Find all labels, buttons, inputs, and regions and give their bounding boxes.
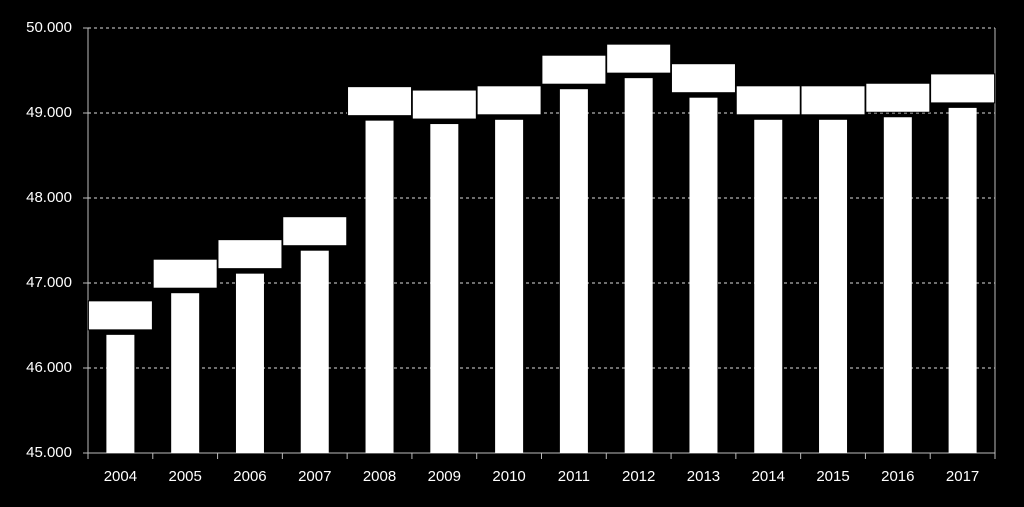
label-box [930, 73, 996, 104]
label-box [152, 258, 218, 289]
label-box [541, 54, 607, 85]
x-tick-label: 2009 [428, 468, 461, 485]
x-tick-label: 2010 [492, 468, 525, 485]
label-box [411, 89, 477, 120]
label-box [87, 300, 153, 331]
x-tick-label: 2017 [946, 468, 979, 485]
label-box [282, 216, 348, 247]
x-tick-label: 2013 [687, 468, 720, 485]
bar [624, 78, 653, 454]
label-box [865, 82, 931, 113]
bar [883, 117, 912, 453]
bar [689, 97, 718, 453]
x-tick-label: 2011 [558, 468, 590, 485]
x-tick-label: 2008 [363, 468, 396, 485]
bar [171, 293, 200, 453]
bar [559, 89, 588, 453]
label-box [606, 43, 672, 74]
label-box [800, 85, 866, 116]
x-tick-label: 2016 [881, 468, 914, 485]
y-tick-label: 46.000 [26, 359, 72, 376]
bar [495, 119, 524, 454]
label-box [735, 85, 801, 116]
label-box [217, 239, 283, 270]
y-tick-label: 50.000 [26, 19, 72, 36]
y-tick-label: 48.000 [26, 189, 72, 206]
x-tick-label: 2005 [168, 468, 201, 485]
x-tick-label: 2006 [233, 468, 266, 485]
y-tick-label: 45.000 [26, 444, 72, 461]
x-tick-label: 2012 [622, 468, 655, 485]
x-tick-label: 2015 [816, 468, 849, 485]
label-box [347, 86, 413, 117]
bar [365, 120, 394, 454]
bar [235, 273, 264, 453]
y-tick-label: 49.000 [26, 104, 72, 121]
label-box [476, 85, 542, 116]
x-tick-label: 2004 [104, 468, 137, 485]
bar [430, 124, 459, 454]
x-tick-label: 2014 [752, 468, 785, 485]
bar [106, 334, 135, 453]
bar [754, 119, 783, 454]
x-tick-label: 2007 [298, 468, 331, 485]
bar [819, 119, 848, 454]
bar [300, 250, 329, 453]
bar [948, 107, 977, 454]
label-box [670, 63, 736, 94]
y-tick-label: 47.000 [26, 274, 72, 291]
